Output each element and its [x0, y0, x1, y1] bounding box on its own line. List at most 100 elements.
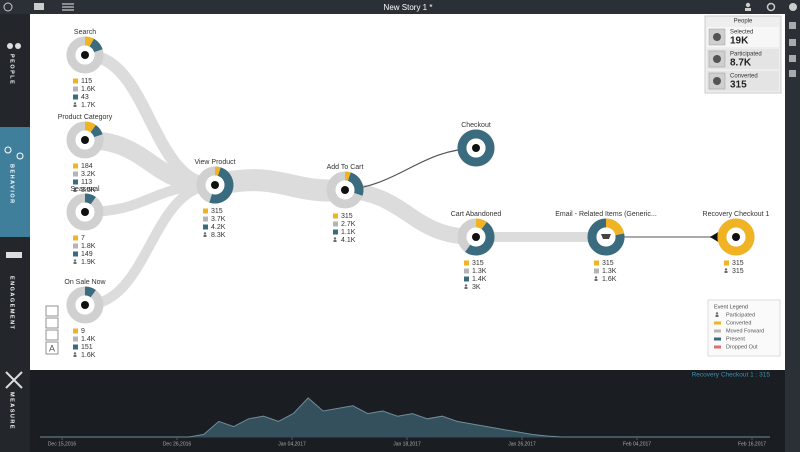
- stat-value: 315: [472, 260, 484, 267]
- stat-marker: [73, 105, 77, 107]
- tool-label[interactable]: A: [49, 343, 55, 353]
- node-ring-segment: [209, 167, 234, 204]
- logo[interactable]: [3, 2, 13, 12]
- node[interactable]: Product Category: [58, 114, 113, 159]
- stat-marker: [73, 355, 77, 357]
- stat-value: 4.2K: [211, 224, 226, 231]
- node[interactable]: View Product: [194, 159, 236, 204]
- stat-value: 1.1K: [341, 229, 356, 236]
- stat-value: 151: [81, 344, 93, 351]
- stat-value: 3.7K: [211, 216, 226, 223]
- top-bar: [0, 0, 800, 14]
- node[interactable]: Email - Related Items (Generic...: [555, 211, 657, 256]
- stat-value: 1.3K: [602, 268, 617, 275]
- user-icon[interactable]: [745, 2, 751, 8]
- stat-marker: [464, 260, 469, 266]
- node[interactable]: On Sale Now: [64, 279, 107, 324]
- legend-label: Present: [726, 336, 745, 342]
- node-dot: [81, 208, 89, 216]
- node[interactable]: Add To Cart: [326, 164, 364, 209]
- timeline-area-fill: [40, 398, 770, 437]
- people-row-label: Participated: [730, 52, 762, 58]
- stat-marker: [203, 216, 208, 222]
- node-ring-segment: [587, 218, 625, 256]
- stat-marker: [594, 260, 599, 266]
- legend-marker: [714, 337, 721, 341]
- node[interactable]: Search: [66, 29, 104, 74]
- legend-label: Participated: [726, 312, 755, 318]
- date-label: Feb 04,2017: [623, 441, 651, 447]
- stat-marker: [73, 251, 78, 257]
- stat-value: 1.4K: [81, 336, 96, 343]
- node[interactable]: Cart Abandoned: [451, 211, 502, 256]
- stat-marker: [203, 232, 207, 235]
- stat-value: 113: [81, 179, 92, 186]
- stat-marker: [333, 229, 338, 235]
- node[interactable]: Checkout: [457, 122, 495, 167]
- stat-value: 315: [211, 208, 223, 215]
- stat-marker: [203, 208, 208, 214]
- stat-value: 9: [81, 328, 85, 335]
- node-ring-segment: [214, 166, 221, 177]
- stat-marker: [73, 86, 78, 92]
- stat-marker: [594, 279, 598, 281]
- stat-value: 1.6K: [81, 352, 96, 359]
- legend-marker: [714, 329, 721, 333]
- legend-marker: [715, 312, 719, 315]
- sidebar-label[interactable]: ENGAGEMENT: [9, 276, 15, 330]
- open-icon[interactable]: [34, 3, 44, 10]
- sidebar-icons: [4, 43, 24, 389]
- node-dot: [81, 51, 89, 59]
- date-label: Dec 15,2016: [48, 441, 77, 447]
- node-label: Email - Related Items (Generic...: [555, 211, 657, 218]
- node-ring-segment: [84, 193, 96, 205]
- stat-value: 3K: [472, 284, 481, 291]
- list-icon[interactable]: [62, 3, 74, 11]
- stat-value: 1.8K: [81, 243, 96, 250]
- stat-marker: [73, 235, 78, 241]
- sidebar-label[interactable]: MEASURE: [9, 392, 15, 430]
- stat-value: 8.3K: [211, 232, 226, 239]
- node[interactable]: Recovery Checkout 1: [703, 211, 770, 256]
- legend-label: Moved Forward: [726, 328, 764, 334]
- sidebar-active: [0, 127, 30, 237]
- settings-icon[interactable]: [766, 2, 776, 12]
- sidebar-label[interactable]: BEHAVIOR: [9, 164, 15, 205]
- stat-marker: [73, 102, 77, 105]
- stat-value: 3.5K: [81, 187, 96, 194]
- flow: [204, 169, 356, 202]
- stat-value: 184: [81, 163, 93, 170]
- node-dot: [472, 233, 480, 241]
- right-tools[interactable]: [789, 22, 796, 77]
- people-icon-glyph: [713, 33, 721, 41]
- stat-marker: [73, 328, 78, 334]
- stat-value: 149: [81, 251, 93, 258]
- node-dot: [211, 181, 219, 189]
- help-icon[interactable]: [789, 3, 797, 11]
- stat-marker: [464, 276, 469, 282]
- sidebar-label[interactable]: PEOPLE: [9, 54, 15, 85]
- stat-marker: [73, 243, 78, 249]
- node-ring-segment: [344, 171, 351, 182]
- stat-marker: [333, 237, 337, 240]
- stat-marker: [73, 344, 78, 350]
- canvas-tools[interactable]: [45, 305, 59, 355]
- stat-value: 315: [602, 260, 614, 267]
- node[interactable]: Seasonal: [66, 186, 104, 231]
- stat-marker: [203, 235, 207, 237]
- date-label: Jan 04,2017: [278, 441, 306, 447]
- stat-marker: [73, 171, 78, 177]
- canvas: [30, 14, 785, 370]
- stat-value: 2.7K: [341, 221, 356, 228]
- stat-marker: [724, 268, 728, 271]
- node-label: Checkout: [461, 122, 491, 129]
- stat-marker: [724, 260, 729, 266]
- stat-value: 7: [81, 235, 85, 242]
- stat-marker: [73, 262, 77, 264]
- stat-marker: [73, 94, 78, 100]
- node-label: Product Category: [58, 114, 113, 121]
- node-label: Cart Abandoned: [451, 211, 502, 218]
- stat-marker: [333, 213, 338, 219]
- node-ring-segment: [89, 38, 103, 53]
